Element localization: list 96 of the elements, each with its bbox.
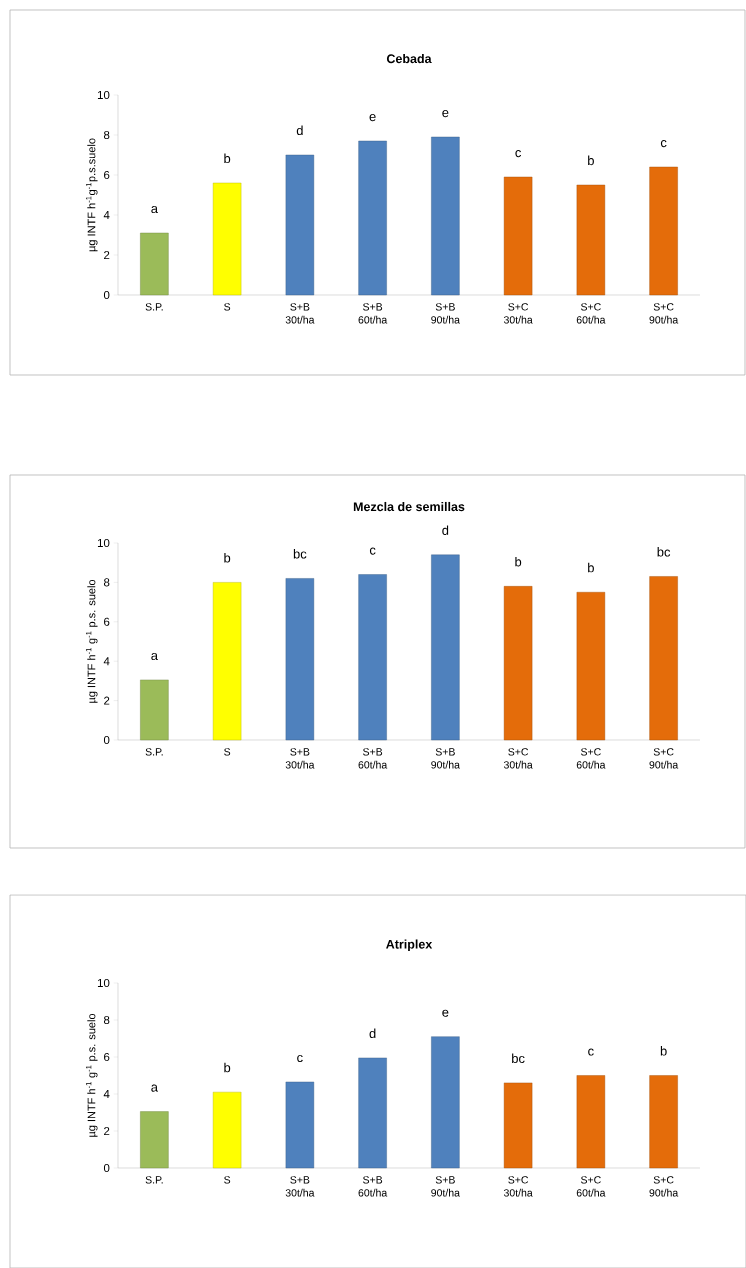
bar [431,554,460,741]
data-label: a [151,1084,158,1092]
bar [358,574,387,741]
x-tick-label: S+C 60t/ha [576,303,606,324]
y-axis-title: µg INTF h$^{-1}$ g$^{-1}$ p.s. suelo [85,1013,98,1137]
y-tick-label: 2 [104,696,110,705]
data-label: b [224,153,231,164]
x-tick-label: S+B 30t/ha [285,1176,315,1197]
y-tick-label: 4 [103,211,110,219]
x-tick-label: S+C 30t/ha [503,1176,533,1197]
bar [212,1091,242,1169]
y-tick-label: 10 [97,90,110,100]
data-label: c [660,140,667,148]
y-tick-label: 2 [104,250,110,260]
x-tick-label: S+B 60t/ha [358,303,388,324]
x-tick-label: S+C 90t/ha [649,1176,679,1197]
x-tick-label: S+C 30t/ha [503,748,533,769]
data-label: e [369,114,376,122]
y-tick-label: 10 [97,538,110,548]
bar [285,1081,315,1169]
data-label: bc [657,547,671,557]
data-label: c [588,1048,594,1056]
bar [140,232,169,296]
data-label: c [297,1054,303,1063]
x-tick-label: S [224,748,231,756]
bar [285,578,315,741]
data-label: c [369,547,376,555]
bar [503,176,533,296]
y-tick-label: 6 [104,617,110,626]
data-label: e [442,1009,449,1017]
x-tick-label: S+C 60t/ha [576,1176,606,1197]
bar [140,679,169,741]
y-tick-label: 2 [104,1126,110,1135]
x-tick-label: S [224,1176,231,1184]
x-tick-label: S+C 60t/ha [576,748,606,769]
bar [503,1082,533,1169]
y-tick-label: 6 [104,170,110,180]
data-label: b [224,1062,231,1073]
data-label: b [515,556,522,567]
data-label: d [369,1028,376,1039]
data-label: a [151,206,158,214]
x-tick-label: S+B 90t/ha [431,748,460,769]
y-tick-label: 0 [103,290,110,300]
x-tick-label: S+B 60t/ha [358,1176,388,1197]
y-tick-label: 6 [104,1052,110,1062]
y-tick-label: 4 [103,1090,110,1098]
x-tick-label: S+C 90t/ha [649,303,679,324]
data-label: c [515,150,522,158]
x-tick-label: S+C 90t/ha [649,748,679,769]
x-tick-label: S+B 90t/ha [431,303,460,324]
chart-title: Cebada [386,53,432,64]
bar [649,1075,678,1169]
bar [649,166,678,296]
bar [576,1075,606,1169]
bar [503,586,533,741]
bar [576,184,606,296]
y-tick-label: 4 [103,657,110,666]
bar [431,1036,460,1169]
data-label: bc [293,549,307,559]
y-tick-label: 0 [103,1163,110,1173]
data-label: bc [512,1053,525,1064]
bar [212,182,242,296]
y-axis-title: µg INTF h$^{-1}$g$^{-1}$p.s.suelo [85,138,98,252]
bar [576,592,606,741]
x-tick-label: S+B 60t/ha [358,748,388,769]
x-tick-label: S+B 90t/ha [431,1176,460,1197]
y-tick-label: 8 [103,130,110,140]
data-label: e [442,110,449,118]
x-tick-label: S+B 30t/ha [285,303,315,324]
data-label: a [151,652,158,661]
y-axis-title: µg INTF h$^{-1}$ g$^{-1}$ p.s. suelo [85,579,98,703]
data-label: d [442,525,449,535]
y-tick-label: 8 [103,1015,110,1025]
data-label: b [588,155,594,166]
data-label: b [224,552,231,563]
data-label: b [588,562,594,573]
x-tick-label: S.P. [145,748,163,756]
x-tick-label: S.P. [145,303,163,311]
y-tick-label: 10 [97,978,110,988]
data-label: d [296,125,303,136]
bar [285,154,315,296]
bar [358,140,387,296]
bar [140,1111,169,1169]
bar [649,576,678,741]
bar [212,582,242,741]
bar [358,1057,387,1169]
y-tick-label: 8 [103,578,110,587]
y-tick-label: 0 [103,735,110,745]
data-label: b [660,1046,667,1056]
x-tick-label: S.P. [145,1176,163,1184]
x-tick-label: S+C 30t/ha [503,303,533,324]
x-tick-label: S+B 30t/ha [285,748,315,769]
x-tick-label: S [224,303,231,311]
chart-title: Atriplex [386,939,433,952]
chart-title: Mezcla de semillas [353,501,465,512]
bar [431,136,460,296]
